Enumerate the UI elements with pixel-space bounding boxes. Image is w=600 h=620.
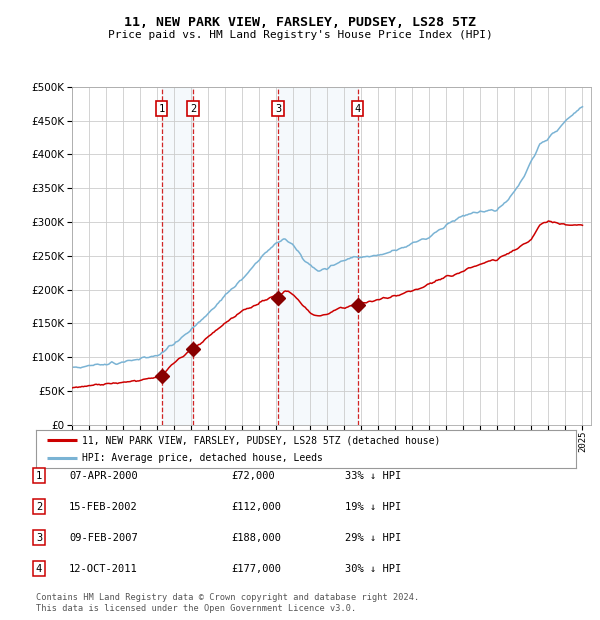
Text: 30% ↓ HPI: 30% ↓ HPI	[345, 564, 401, 574]
Text: 15-FEB-2002: 15-FEB-2002	[69, 502, 138, 512]
Bar	[161, 87, 193, 425]
Text: 2: 2	[36, 502, 42, 512]
Text: 2: 2	[190, 104, 196, 113]
Text: £177,000: £177,000	[231, 564, 281, 574]
Text: 11, NEW PARK VIEW, FARSLEY, PUDSEY, LS28 5TZ (detached house): 11, NEW PARK VIEW, FARSLEY, PUDSEY, LS28…	[82, 435, 440, 445]
Text: £188,000: £188,000	[231, 533, 281, 542]
Text: 4: 4	[355, 104, 361, 113]
Text: Price paid vs. HM Land Registry's House Price Index (HPI): Price paid vs. HM Land Registry's House …	[107, 30, 493, 40]
Text: 1: 1	[36, 471, 42, 480]
Text: Contains HM Land Registry data © Crown copyright and database right 2024.
This d: Contains HM Land Registry data © Crown c…	[36, 593, 419, 613]
Text: 3: 3	[36, 533, 42, 542]
Text: 29% ↓ HPI: 29% ↓ HPI	[345, 533, 401, 542]
Text: 33% ↓ HPI: 33% ↓ HPI	[345, 471, 401, 480]
Text: 11, NEW PARK VIEW, FARSLEY, PUDSEY, LS28 5TZ: 11, NEW PARK VIEW, FARSLEY, PUDSEY, LS28…	[124, 16, 476, 29]
Text: £72,000: £72,000	[231, 471, 275, 480]
Text: 4: 4	[36, 564, 42, 574]
Text: £112,000: £112,000	[231, 502, 281, 512]
Text: HPI: Average price, detached house, Leeds: HPI: Average price, detached house, Leed…	[82, 453, 323, 463]
Text: 3: 3	[275, 104, 281, 113]
Text: 1: 1	[158, 104, 165, 113]
Text: 09-FEB-2007: 09-FEB-2007	[69, 533, 138, 542]
Text: 12-OCT-2011: 12-OCT-2011	[69, 564, 138, 574]
Bar	[278, 87, 358, 425]
Text: 07-APR-2000: 07-APR-2000	[69, 471, 138, 480]
Text: 19% ↓ HPI: 19% ↓ HPI	[345, 502, 401, 512]
